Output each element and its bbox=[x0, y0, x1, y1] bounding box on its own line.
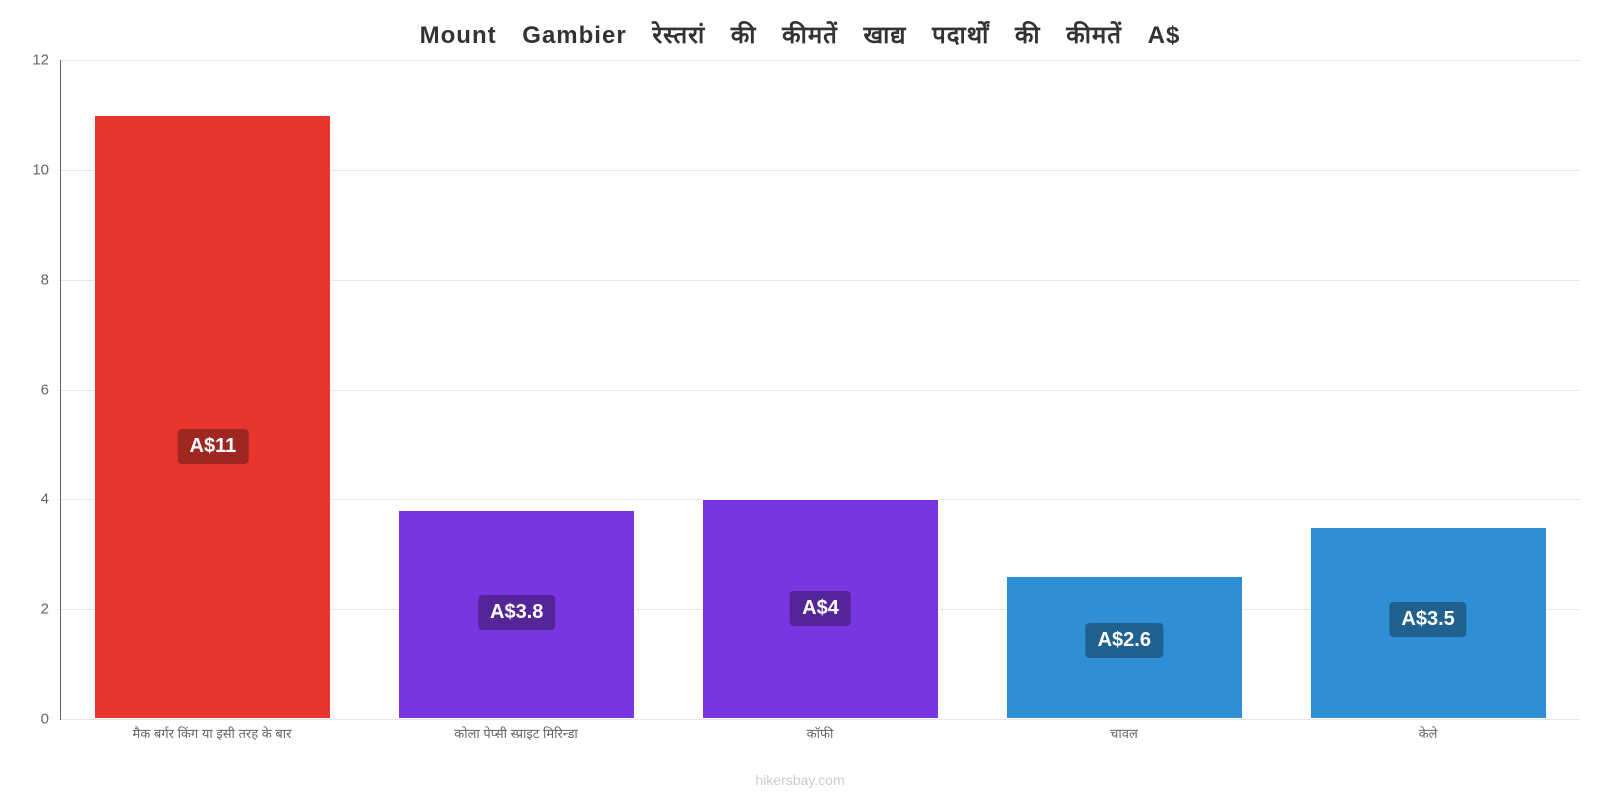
chart-title: Mount Gambier रेस्तरां की कीमतें खाद्य प… bbox=[0, 0, 1600, 51]
x-axis-category-label: मैक बर्गर किंग या इसी तरह के बार bbox=[60, 724, 364, 742]
bar-slot: A$3.8 bbox=[365, 60, 669, 719]
plot-frame: 024681012 A$11A$3.8A$4A$2.6A$3.5 bbox=[60, 60, 1580, 720]
x-axis-category-label: कॉफी bbox=[668, 724, 972, 742]
bar-value-label: A$2.6 bbox=[1086, 623, 1163, 658]
bar-slot: A$4 bbox=[669, 60, 973, 719]
bar-slot: A$11 bbox=[61, 60, 365, 719]
y-tick-label: 8 bbox=[11, 271, 61, 288]
bar-value-label: A$11 bbox=[178, 429, 249, 464]
bar: A$3.8 bbox=[398, 510, 635, 719]
bar: A$3.5 bbox=[1310, 527, 1547, 719]
bar-slot: A$3.5 bbox=[1276, 60, 1580, 719]
y-tick-label: 12 bbox=[11, 52, 61, 69]
watermark: hikersbay.com bbox=[0, 772, 1600, 788]
chart-plot-area: 024681012 A$11A$3.8A$4A$2.6A$3.5 bbox=[60, 60, 1580, 720]
bar: A$4 bbox=[702, 499, 939, 719]
bar: A$2.6 bbox=[1006, 576, 1243, 719]
bar-value-label: A$3.8 bbox=[478, 595, 555, 630]
x-axis-category-label: चावल bbox=[972, 724, 1276, 742]
y-tick-label: 4 bbox=[11, 491, 61, 508]
y-tick-label: 2 bbox=[11, 601, 61, 618]
bars-container: A$11 A$3.8 A$4 A$2.6 A$3.5 bbox=[61, 60, 1580, 719]
x-axis-labels: मैक बर्गर किंग या इसी तरह के बारकोला पेप… bbox=[60, 724, 1580, 742]
x-axis-category-label: कोला पेप्सी स्प्राइट मिरिन्डा bbox=[364, 724, 668, 742]
gridline bbox=[61, 719, 1580, 720]
bar-value-label: A$3.5 bbox=[1389, 602, 1466, 637]
bar: A$11 bbox=[94, 115, 331, 719]
x-axis-category-label: केले bbox=[1276, 724, 1580, 742]
y-tick-label: 0 bbox=[11, 711, 61, 728]
y-tick-label: 6 bbox=[11, 381, 61, 398]
bar-value-label: A$4 bbox=[790, 591, 851, 626]
y-tick-label: 10 bbox=[11, 161, 61, 178]
bar-slot: A$2.6 bbox=[972, 60, 1276, 719]
